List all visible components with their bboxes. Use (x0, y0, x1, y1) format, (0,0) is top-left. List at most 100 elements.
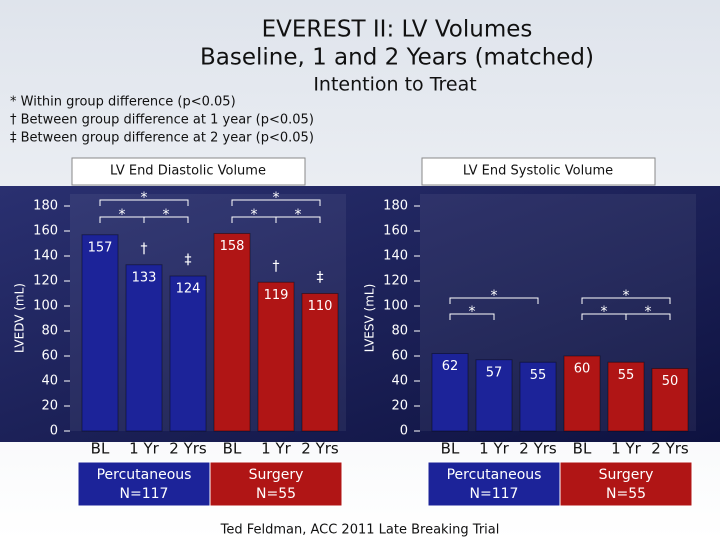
title-line: EVEREST II: LV Volumes (262, 17, 533, 43)
group-name: Surgery (249, 467, 304, 483)
title-line: Baseline, 1 and 2 Years (matched) (200, 45, 594, 71)
data-label: 50 (662, 374, 679, 389)
y-tick-label: 120 (383, 274, 408, 289)
significance-marker: * (163, 207, 170, 223)
x-tick-label: 1 Yr (479, 440, 509, 458)
data-label: 157 (88, 240, 113, 255)
note: ‡ Between group difference at 2 year (p<… (10, 131, 314, 146)
bar (257, 281, 295, 432)
significance-marker: † (273, 258, 280, 274)
group-name: Percutaneous (97, 467, 192, 483)
y-tick-label: 20 (41, 399, 58, 414)
significance-marker: ‡ (185, 252, 192, 268)
significance-bracket (625, 313, 671, 320)
y-tick-label: 80 (41, 324, 58, 339)
y-tick-label: 180 (33, 199, 58, 214)
significance-marker: ‡ (317, 270, 324, 286)
x-tick-label: BL (441, 440, 460, 458)
significance-marker: * (469, 304, 476, 320)
chart-title: LV End Diastolic Volume (110, 164, 266, 179)
y-tick-label: 100 (383, 299, 408, 314)
y-tick-label: 0 (50, 424, 58, 439)
group-n: N=117 (120, 486, 169, 502)
data-label: 55 (530, 368, 547, 383)
bar (607, 361, 645, 432)
y-tick-label: 160 (33, 224, 58, 239)
data-label: 62 (442, 359, 459, 374)
group-box (427, 461, 561, 507)
data-label: 110 (308, 299, 333, 314)
x-tick-label: 1 Yr (129, 440, 159, 458)
y-tick-label: 60 (391, 349, 408, 364)
data-label: 55 (618, 368, 635, 383)
x-tick-label: BL (91, 440, 110, 458)
significance-marker: * (273, 190, 280, 206)
y-tick-label: 0 (400, 424, 408, 439)
significance-marker: * (645, 304, 652, 320)
bar (475, 359, 513, 432)
x-tick-label: BL (573, 440, 592, 458)
x-tick-label: BL (223, 440, 242, 458)
y-tick-label: 140 (383, 249, 408, 264)
significance-bracket (449, 297, 539, 304)
bar (301, 293, 339, 432)
chart-title: LV End Systolic Volume (463, 164, 613, 179)
group-box (559, 461, 693, 507)
subtitle: Intention to Treat (313, 74, 476, 96)
significance-marker: * (295, 207, 302, 223)
group-n: N=55 (256, 486, 296, 502)
data-label: 158 (220, 239, 245, 254)
data-label: 124 (176, 282, 201, 297)
y-tick-label: 140 (33, 249, 58, 264)
significance-marker: * (251, 207, 258, 223)
y-tick-label: 180 (383, 199, 408, 214)
bar (563, 355, 601, 432)
bar (81, 234, 119, 432)
bar (431, 353, 469, 432)
significance-bracket (231, 199, 321, 206)
bar (169, 275, 207, 432)
y-tick-label: 80 (391, 324, 408, 339)
y-tick-label: 100 (33, 299, 58, 314)
group-box (77, 461, 211, 507)
footer: Ted Feldman, ACC 2011 Late Breaking Tria… (220, 523, 500, 538)
data-label: 119 (264, 288, 289, 303)
group-n: N=117 (470, 486, 519, 502)
bar (651, 368, 689, 432)
y-tick-label: 20 (391, 399, 408, 414)
y-tick-label: 60 (41, 349, 58, 364)
group-name: Surgery (599, 467, 654, 483)
significance-marker: * (623, 288, 630, 304)
significance-marker: * (119, 207, 126, 223)
x-tick-label: 2 Yrs (651, 440, 689, 458)
significance-marker: * (141, 190, 148, 206)
x-tick-label: 2 Yrs (301, 440, 339, 458)
y-tick-label: 120 (33, 274, 58, 289)
group-box (209, 461, 343, 507)
group-name: Percutaneous (447, 467, 542, 483)
bar (519, 361, 557, 432)
bar (125, 264, 163, 432)
x-tick-label: 2 Yrs (169, 440, 207, 458)
y-tick-label: 40 (41, 374, 58, 389)
significance-bracket (275, 216, 321, 223)
chart-title-box (421, 157, 656, 186)
data-label: 57 (486, 365, 503, 380)
significance-bracket (143, 216, 189, 223)
significance-marker: * (491, 288, 498, 304)
y-tick-label: 160 (383, 224, 408, 239)
x-tick-label: 2 Yrs (519, 440, 557, 458)
data-label: 133 (132, 270, 157, 285)
chart-title-box (71, 157, 306, 186)
y-axis-label: LVEDV (mL) (13, 283, 27, 353)
data-label: 60 (574, 362, 591, 377)
significance-bracket (449, 313, 495, 320)
x-tick-label: 1 Yr (611, 440, 641, 458)
significance-marker: * (601, 304, 608, 320)
significance-marker: † (141, 241, 148, 257)
note: † Between group difference at 1 year (p<… (10, 113, 314, 128)
y-tick-label: 40 (391, 374, 408, 389)
bar (213, 233, 251, 432)
